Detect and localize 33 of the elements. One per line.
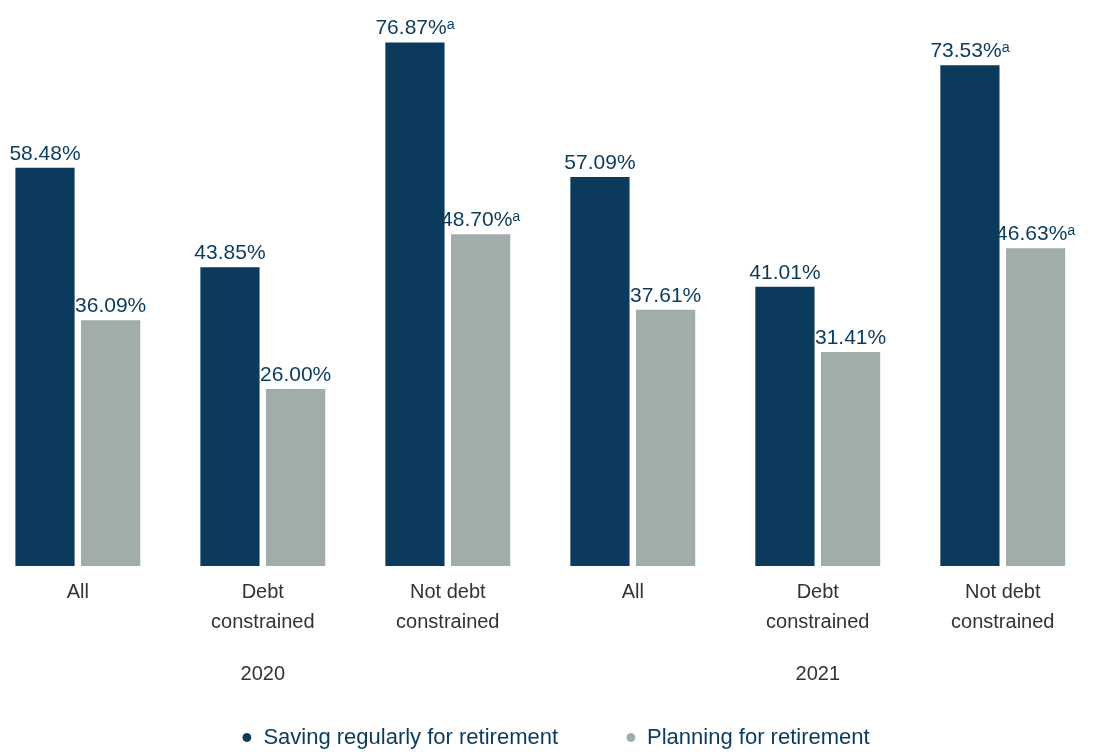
x-tick-label: Not debt constrained	[951, 580, 1055, 632]
bar	[81, 320, 141, 566]
bar	[940, 65, 1000, 566]
text: 2020	[240, 662, 286, 684]
data-label: 76.87%ᵃ	[375, 15, 455, 39]
bar	[266, 388, 326, 566]
bar	[570, 177, 630, 566]
bar	[15, 167, 75, 566]
data-label: 58.48%	[9, 140, 81, 164]
bar	[385, 42, 445, 566]
data-label: 31.41%	[814, 325, 887, 349]
x-tick-label: All	[66, 580, 89, 602]
x-tick-label: Not debt constrained	[396, 580, 500, 632]
data-label: 37.61%	[630, 282, 702, 306]
x-tick-label: Debt constrained	[211, 580, 315, 632]
data-label: 43.85%	[194, 240, 266, 264]
bar	[821, 352, 881, 566]
bar	[200, 267, 260, 566]
bar	[636, 309, 696, 566]
x-tick-label: All	[621, 580, 644, 602]
data-label: 57.09%	[564, 150, 636, 174]
legend-label: Planning for retirement	[647, 724, 870, 750]
data-label: 41.01%	[749, 259, 821, 283]
text: 2021	[795, 662, 841, 684]
data-label: 73.53%ᵃ	[930, 38, 1010, 62]
bar	[755, 286, 815, 566]
data-label: 36.09%	[75, 293, 147, 317]
x-tick-label: Debt constrained	[766, 580, 870, 632]
legend-label: Saving regularly for retirement	[263, 724, 559, 750]
bar	[451, 234, 511, 566]
data-label: 46.63%ᵃ	[996, 221, 1076, 245]
data-label: 26.00%	[260, 361, 332, 385]
bar	[1005, 248, 1066, 566]
